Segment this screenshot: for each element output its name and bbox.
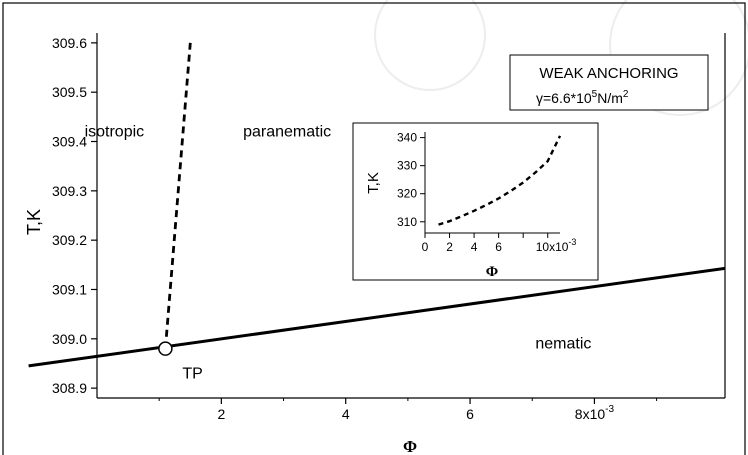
- inset-x-tick-label: 0: [422, 240, 429, 254]
- main-x-tick-label: 8x10-3: [575, 404, 615, 422]
- inset-x-tick-label: 4: [471, 240, 478, 254]
- inset-x-tick-label: 6: [495, 240, 502, 254]
- triple-point-label: TP: [182, 366, 202, 383]
- main-y-tick-label: 309.4: [52, 134, 87, 150]
- legend-frame: [509, 54, 709, 111]
- legend-gamma: γ=6.6*105N/m2: [536, 89, 629, 106]
- inset-x-tick-label: 2: [446, 240, 453, 254]
- main-y-tick-label: 309.3: [52, 183, 87, 199]
- main-y-tick-label: 309.2: [52, 232, 87, 248]
- main-y-ticks: 308.9 309.0 309.1 309.2 309.3 309.4 309.5 309.6: [52, 35, 97, 396]
- main-y-tick-label: 309.1: [52, 281, 87, 297]
- isotropic-paranematic-boundary-line: [164, 42, 192, 349]
- legend-title: WEAK ANCHORING: [539, 65, 678, 82]
- inset-y-axis-label: T,K: [365, 172, 382, 194]
- inset-series: [438, 135, 562, 226]
- legend-box: WEAK ANCHORING γ=6.6*105N/m2: [509, 54, 709, 111]
- inset-x-axis-label: Φ: [486, 264, 498, 280]
- inset-y-tick-label: 330: [397, 159, 417, 173]
- region-label-isotropic: isotropic: [85, 124, 145, 141]
- inset-plot: 310 320 330 340 0 2 4 6 10x10-3 T,K Φ: [352, 122, 599, 281]
- region-label-paranematic: paranematic: [243, 124, 331, 141]
- main-x-tick-label: 4: [342, 406, 350, 422]
- main-y-tick-label: 308.9: [52, 380, 87, 396]
- inset-x-ticks: 0 2 4 6 10x10-3: [422, 233, 577, 254]
- main-x-tick-label: 6: [466, 406, 474, 422]
- main-plot-area: 308.9 309.0 309.1 309.2 309.3 309.4 309.5 309.6…: [28, 33, 726, 422]
- inset-y-tick-label: 340: [397, 131, 417, 145]
- inset-x-tick-label: 10x10-3: [536, 237, 577, 254]
- main-y-tick-label: 309.0: [52, 331, 87, 347]
- main-y-tick-label: 309.5: [52, 84, 87, 100]
- main-series: TP: [28, 42, 725, 383]
- triple-point-marker: [158, 341, 173, 356]
- inset-y-tick-label: 320: [397, 187, 417, 201]
- inset-boundary-line: [438, 135, 562, 226]
- main-region-labels: isotropic paranematic nematic: [85, 124, 592, 353]
- main-x-ticks: 2 4 6 8x10-3: [158, 398, 658, 422]
- main-y-tick-label: 309.6: [52, 35, 87, 51]
- main-x-axis-label: Φ: [403, 437, 417, 455]
- background-watermark: [374, 0, 748, 116]
- region-label-nematic: nematic: [535, 336, 591, 353]
- inset-y-tick-label: 310: [397, 215, 417, 229]
- main-x-tick-label: 2: [217, 406, 225, 422]
- main-y-axis-label: T,K: [24, 209, 44, 235]
- inset-y-ticks: 310 320 330 340: [397, 131, 425, 229]
- nematic-boundary-line: [28, 266, 725, 368]
- inset-frame: [352, 122, 599, 281]
